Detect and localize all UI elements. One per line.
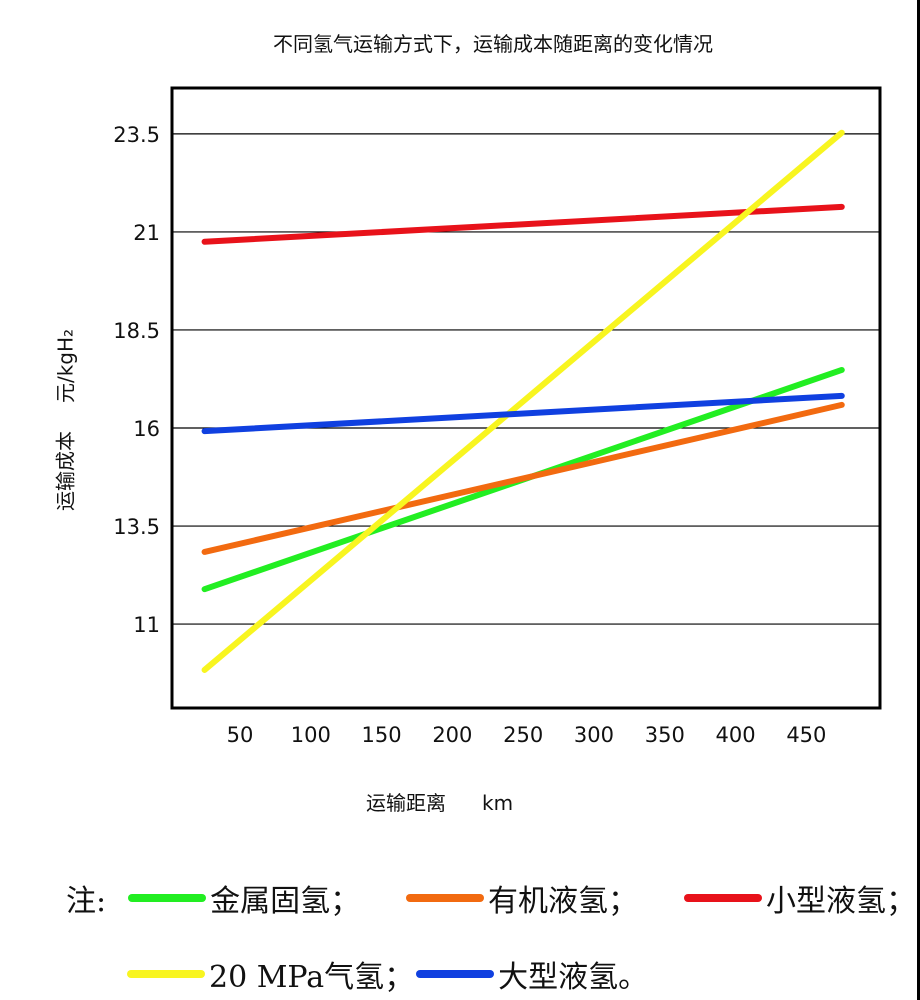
x-tick-label: 350 [645,723,685,747]
legend-sep: ； [330,884,361,919]
x-tick-label: 250 [503,723,543,747]
series-line-1 [201,401,845,555]
y-axis-title: 运输成本 [53,431,78,512]
x-tick-label: 200 [432,723,472,747]
image-border [917,0,920,1000]
x-tick-label: 100 [291,723,331,747]
legend-swatch [128,894,207,902]
x-tick-label: 300 [574,723,614,747]
x-axis-title: 运输距离 [366,791,446,815]
legend-label: 小型液氢 [766,884,886,919]
legend-label: 大型液氢 [498,960,619,995]
y-tick-label: 18.5 [113,319,160,343]
legend-sep: 。 [618,960,649,995]
legend-label: 金属固氢 [210,884,331,919]
legend-swatch [416,970,495,978]
legend-label: 20 MPa气氢 [209,960,385,995]
legend-sep: ； [886,884,916,919]
series-line-3 [201,129,845,673]
x-axis-unit: km [482,791,514,815]
legend-label: 有机液氢 [488,884,608,919]
x-tick-label: 50 [227,723,254,747]
plot-frame [170,86,882,710]
y-axis-unit: 元/kgH₂ [53,328,78,404]
series-line-2 [201,203,845,245]
legend-swatch [684,894,762,902]
gridlines [172,133,880,625]
chart-title: 不同氢气运输方式下，运输成本随距离的变化情况 [273,32,713,56]
series-line-4 [201,392,845,435]
y-tick-label: 21 [133,221,160,245]
legend-swatch [127,970,205,978]
legend-swatch [406,894,484,902]
series-lines [201,129,845,673]
y-tick-label: 13.5 [113,515,160,539]
x-tick-label: 400 [716,723,756,747]
x-tick-label: 450 [786,723,826,747]
y-tick-label: 23.5 [113,123,160,147]
legend-sep: ； [384,960,415,995]
x-axis-label: 运输距离 km [366,787,513,816]
y-tick-label: 11 [133,613,160,637]
x-tick-label: 150 [362,723,402,747]
y-axis-label: 运输成本 元/kgH₂ [50,329,79,511]
legend-prefix: 注: [66,884,107,919]
x-axis: 50 100 150 200 250 300 350 400 450 [227,723,827,747]
legend-sep: ； [608,884,638,919]
y-tick-label: 16 [133,417,160,441]
y-axis: 11 13.5 16 18.5 21 23.5 [113,123,160,637]
